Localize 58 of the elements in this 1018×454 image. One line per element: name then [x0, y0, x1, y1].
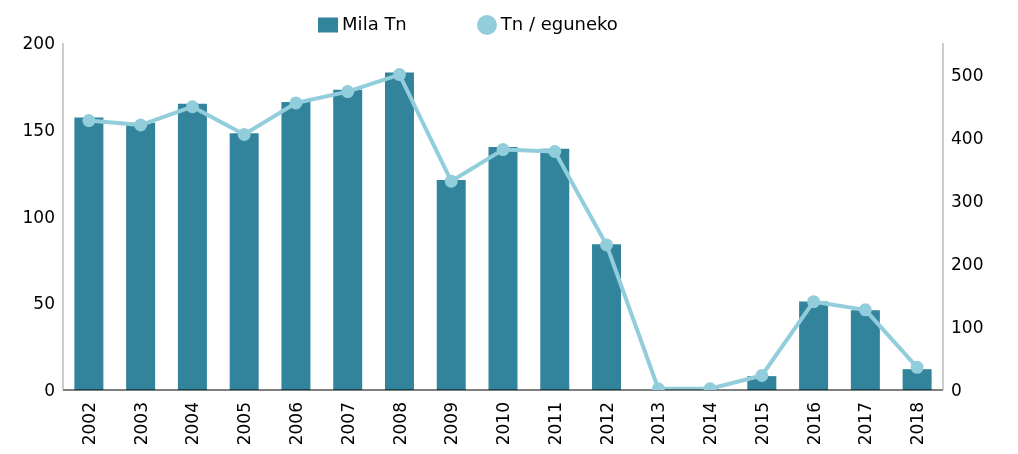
point	[237, 127, 251, 141]
point	[807, 295, 821, 309]
bar	[384, 72, 414, 390]
x-tick-label: 2015	[751, 402, 772, 446]
bar	[799, 301, 829, 390]
x-tick-label: 2014	[700, 402, 721, 446]
x-tick-label: 2005	[234, 402, 255, 446]
point	[134, 118, 148, 132]
x-tick-label: 2013	[648, 402, 669, 446]
bar	[850, 310, 880, 390]
point	[548, 145, 562, 159]
y-tick-label: 200	[22, 33, 55, 54]
bar	[281, 101, 311, 390]
y2-tick-label: 100	[951, 316, 984, 337]
x-tick-label: 2010	[493, 402, 514, 446]
y-tick-label: 150	[22, 119, 55, 140]
bar	[488, 147, 518, 390]
y-tick-label: 100	[22, 206, 55, 227]
bar	[177, 103, 207, 390]
point	[392, 68, 406, 82]
bar	[592, 244, 622, 390]
x-tick-label: 2002	[78, 402, 99, 446]
point	[82, 114, 96, 128]
point	[185, 100, 199, 114]
legend-label: Tn / eguneko	[500, 13, 618, 34]
y-tick-label: 0	[44, 380, 55, 401]
point	[910, 360, 924, 374]
x-tick-label: 2009	[441, 402, 462, 446]
x-tick-label: 2012	[596, 402, 617, 446]
bar	[126, 122, 156, 390]
legend-label: Mila Tn	[342, 13, 407, 34]
point	[444, 174, 458, 188]
y-tick-label: 50	[33, 293, 55, 314]
x-tick-label: 2003	[130, 402, 151, 446]
point	[755, 368, 769, 382]
point	[600, 238, 614, 252]
point	[496, 143, 510, 157]
bar	[540, 148, 570, 390]
x-tick-label: 2007	[337, 402, 358, 446]
x-tick-label: 2008	[389, 402, 410, 446]
y2-tick-label: 300	[951, 190, 984, 211]
bar	[333, 89, 363, 390]
bar	[229, 133, 259, 390]
x-tick-label: 2004	[182, 402, 203, 446]
bar	[74, 117, 104, 390]
y2-tick-label: 400	[951, 127, 984, 148]
x-tick-label: 2016	[803, 402, 824, 446]
y2-tick-label: 500	[951, 64, 984, 85]
point	[289, 96, 303, 110]
y2-tick-label: 0	[951, 380, 962, 401]
x-tick-label: 2018	[907, 402, 928, 446]
x-tick-label: 2017	[855, 402, 876, 446]
bar	[436, 180, 466, 390]
point	[341, 85, 355, 99]
point	[858, 303, 872, 317]
y2-tick-label: 200	[951, 253, 984, 274]
x-tick-label: 2006	[286, 402, 307, 446]
x-tick-label: 2011	[544, 402, 565, 446]
